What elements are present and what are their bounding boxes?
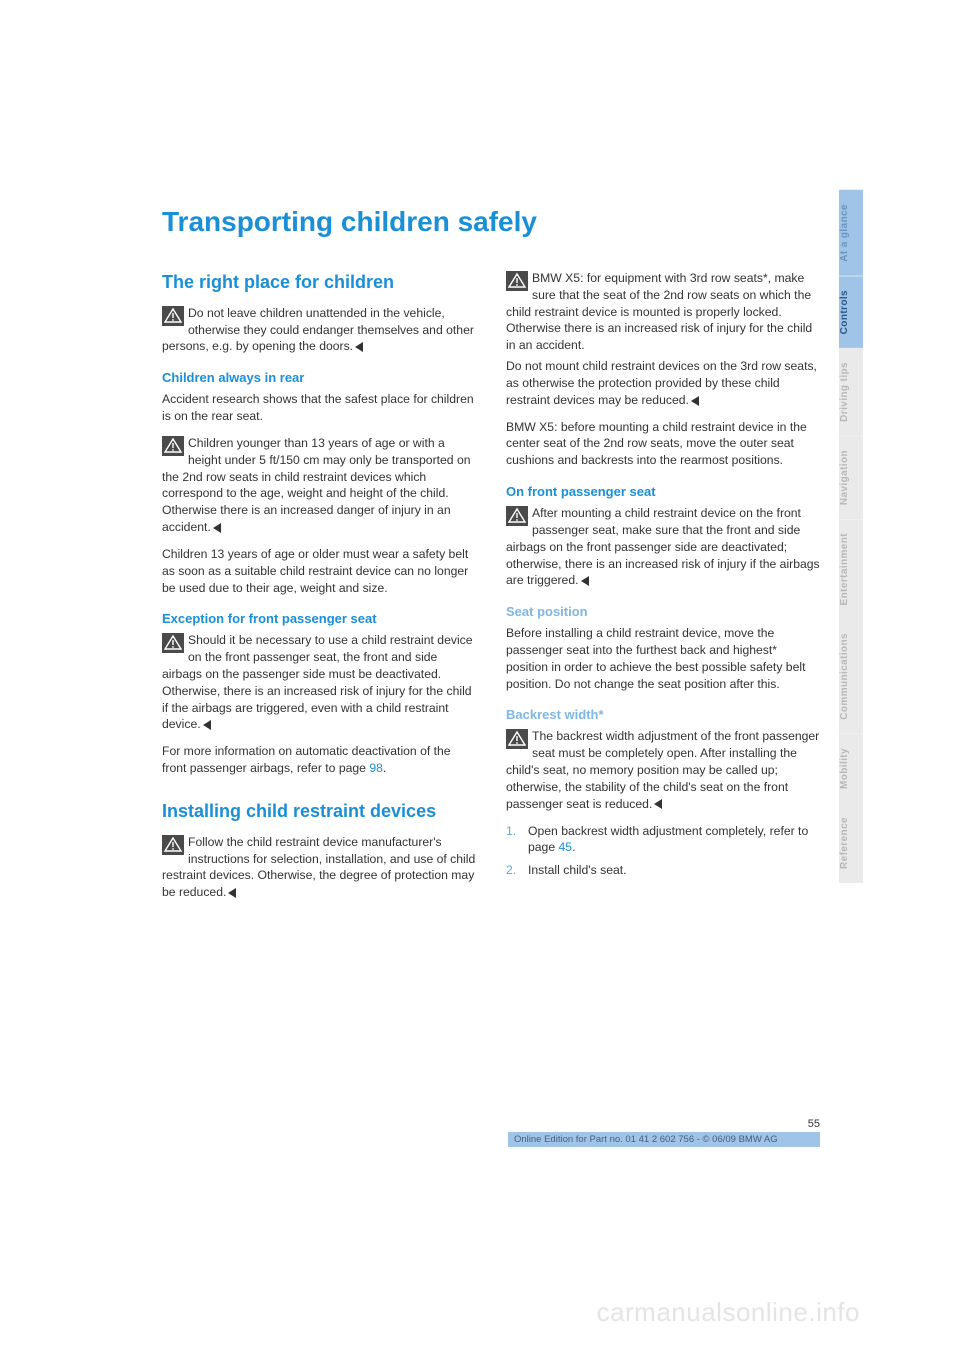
page-reference-link[interactable]: 45: [559, 840, 573, 854]
subheading: Exception for front passenger seat: [162, 610, 478, 628]
list-number: 2.: [506, 862, 516, 879]
list-number: 1.: [506, 823, 516, 840]
body-text: BMW X5: before mounting a child restrain…: [506, 419, 822, 469]
warning-icon: [162, 835, 184, 855]
side-tab[interactable]: Controls: [839, 276, 863, 348]
warning-text: Children younger than 13 years of age or…: [162, 436, 471, 534]
warning-block: After mounting a child restraint device …: [506, 505, 822, 589]
subheading: Children always in rear: [162, 369, 478, 387]
page-content: Transporting children safely The right p…: [162, 206, 822, 911]
page-footer: 55 Online Edition for Part no. 01 41 2 6…: [508, 1118, 820, 1147]
side-tabs: At a glanceControlsDriving tipsNavigatio…: [839, 190, 863, 883]
left-column: The right place for children Do not leav…: [162, 270, 478, 911]
warning-text: BMW X5: for equipment with 3rd row seats…: [506, 271, 812, 352]
body-text: For more information on automatic deacti…: [162, 743, 478, 777]
end-marker-icon: [581, 576, 589, 586]
warning-block: Follow the child restraint device manufa…: [162, 834, 478, 901]
sub-subheading: Backrest width*: [506, 706, 822, 724]
watermark: carmanualsonline.info: [597, 1297, 860, 1328]
warning-text: Follow the child restraint device manufa…: [162, 835, 475, 899]
body-text-part: .: [383, 761, 386, 775]
warning-icon: [162, 436, 184, 456]
subheading: On front passenger seat: [506, 483, 822, 501]
end-marker-icon: [228, 888, 236, 898]
right-column: BMW X5: for equipment with 3rd row seats…: [506, 270, 822, 911]
side-tab[interactable]: Entertainment: [839, 519, 863, 619]
warning-icon: [506, 729, 528, 749]
body-text: Do not mount child restraint devices on …: [506, 358, 822, 408]
side-tab[interactable]: At a glance: [839, 190, 863, 276]
warning-text: Should it be necessary to use a child re…: [162, 633, 473, 731]
warning-block: BMW X5: for equipment with 3rd row seats…: [506, 270, 822, 354]
end-marker-icon: [213, 523, 221, 533]
side-tab[interactable]: Driving tips: [839, 348, 863, 436]
sub-subheading: Seat position: [506, 603, 822, 621]
section-heading: The right place for children: [162, 270, 478, 295]
warning-text: Do not leave children unattended in the …: [162, 306, 474, 354]
page-number: 55: [508, 1118, 820, 1130]
end-marker-icon: [355, 342, 363, 352]
side-tab[interactable]: Navigation: [839, 436, 863, 519]
page-reference-link[interactable]: 98: [369, 761, 383, 775]
warning-text: The backrest width adjustment of the fro…: [506, 729, 819, 810]
end-marker-icon: [203, 720, 211, 730]
body-text: Before installing a child restraint devi…: [506, 625, 822, 692]
numbered-list: 1. Open backrest width adjustment comple…: [506, 823, 822, 879]
page-title: Transporting children safely: [162, 206, 822, 238]
two-columns: The right place for children Do not leav…: [162, 270, 822, 911]
warning-block: Should it be necessary to use a child re…: [162, 632, 478, 733]
side-tab[interactable]: Reference: [839, 803, 863, 883]
warning-text: After mounting a child restraint device …: [506, 506, 820, 587]
end-marker-icon: [654, 799, 662, 809]
body-text-part: For more information on automatic deacti…: [162, 744, 451, 775]
list-text: Install child's seat.: [528, 863, 627, 877]
edition-line: Online Edition for Part no. 01 41 2 602 …: [508, 1132, 820, 1147]
list-text-part: .: [572, 840, 575, 854]
warning-icon: [162, 306, 184, 326]
warning-icon: [162, 633, 184, 653]
warning-block: Children younger than 13 years of age or…: [162, 435, 478, 536]
body-text-part: Do not mount child restraint devices on …: [506, 359, 817, 407]
section-heading: Installing child restraint devices: [162, 799, 478, 824]
warning-block: Do not leave children unattended in the …: [162, 305, 478, 355]
body-text: Accident research shows that the safest …: [162, 391, 478, 425]
side-tab[interactable]: Mobility: [839, 734, 863, 803]
body-text: Children 13 years of age or older must w…: [162, 546, 478, 596]
list-item: 2. Install child's seat.: [506, 862, 822, 879]
side-tab[interactable]: Communications: [839, 619, 863, 734]
end-marker-icon: [691, 396, 699, 406]
list-item: 1. Open backrest width adjustment comple…: [506, 823, 822, 857]
warning-block: The backrest width adjustment of the fro…: [506, 728, 822, 812]
warning-icon: [506, 271, 528, 291]
warning-icon: [506, 506, 528, 526]
